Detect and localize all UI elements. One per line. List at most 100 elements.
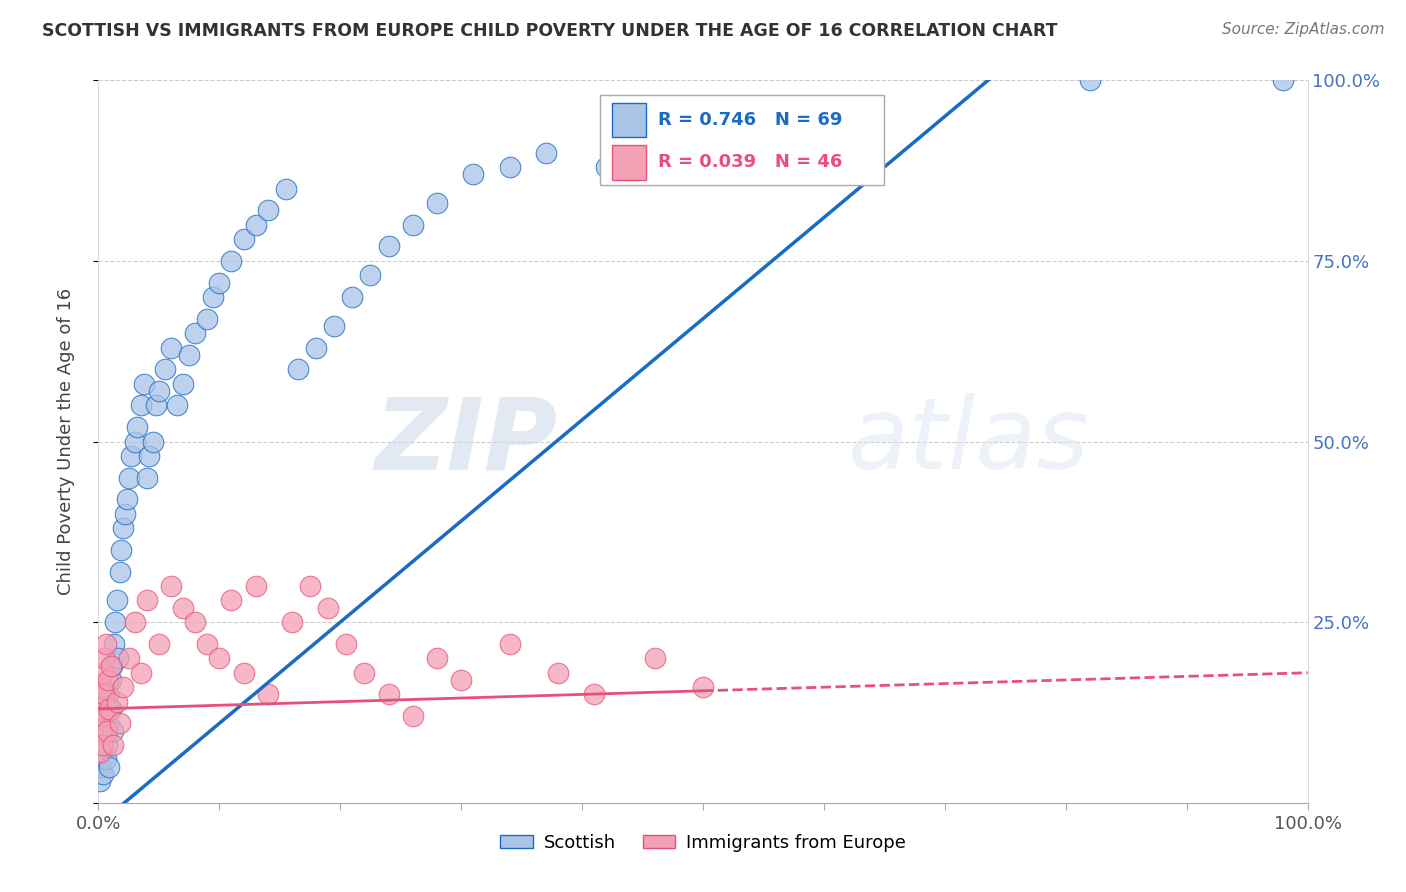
- Point: [245, 579, 267, 593]
- Point: [110, 542, 132, 557]
- Point: [108, 716, 131, 731]
- Point: [93, 709, 115, 723]
- Point: [98, 760, 121, 774]
- Point: [120, 449, 142, 463]
- Point: [89, 745, 111, 759]
- Point: [105, 593, 128, 607]
- Point: [124, 434, 146, 449]
- Point: [360, 268, 382, 283]
- Point: [129, 398, 152, 412]
- Point: [316, 600, 339, 615]
- Point: [91, 738, 114, 752]
- Point: [96, 738, 118, 752]
- Point: [94, 637, 117, 651]
- Point: [91, 723, 114, 738]
- Point: [127, 420, 149, 434]
- Point: [179, 348, 201, 362]
- Point: [129, 665, 152, 680]
- Point: [426, 651, 449, 665]
- Point: [108, 565, 131, 579]
- Point: [274, 182, 297, 196]
- Point: [138, 449, 160, 463]
- Point: [90, 738, 112, 752]
- Point: [145, 398, 167, 412]
- Point: [1272, 73, 1295, 87]
- Point: [305, 341, 328, 355]
- Point: [208, 651, 231, 665]
- Point: [91, 752, 114, 766]
- Point: [91, 680, 114, 694]
- Point: [124, 615, 146, 630]
- Point: [97, 687, 120, 701]
- Legend: Scottish, Immigrants from Europe: Scottish, Immigrants from Europe: [494, 826, 912, 859]
- Point: [583, 687, 606, 701]
- Point: [184, 326, 207, 340]
- Point: [96, 723, 118, 738]
- Point: [97, 673, 120, 687]
- Point: [114, 507, 136, 521]
- Point: [105, 695, 128, 709]
- Text: atlas: atlas: [848, 393, 1090, 490]
- Point: [135, 593, 157, 607]
- Point: [323, 318, 346, 333]
- Point: [335, 637, 357, 651]
- Point: [232, 232, 254, 246]
- Point: [498, 160, 520, 174]
- Point: [595, 160, 617, 174]
- FancyBboxPatch shape: [613, 145, 647, 180]
- Point: [426, 196, 449, 211]
- Point: [103, 637, 125, 651]
- Point: [94, 752, 117, 766]
- Point: [100, 673, 122, 687]
- Point: [93, 731, 115, 745]
- Point: [100, 658, 122, 673]
- Point: [142, 434, 165, 449]
- Point: [101, 738, 124, 752]
- Point: [281, 615, 304, 630]
- Point: [118, 651, 141, 665]
- Point: [117, 492, 139, 507]
- Point: [402, 709, 425, 723]
- Point: [1078, 73, 1101, 87]
- Point: [377, 687, 399, 701]
- Point: [90, 723, 112, 738]
- Point: [153, 362, 176, 376]
- Point: [498, 637, 520, 651]
- Point: [245, 218, 267, 232]
- Point: [655, 145, 678, 160]
- Point: [287, 362, 309, 376]
- Point: [94, 695, 117, 709]
- Point: [107, 651, 129, 665]
- Point: [299, 579, 322, 593]
- Point: [148, 384, 170, 398]
- Point: [135, 470, 157, 484]
- Point: [91, 709, 114, 723]
- Point: [160, 579, 183, 593]
- Point: [90, 760, 112, 774]
- Point: [232, 665, 254, 680]
- Point: [692, 680, 714, 694]
- Point: [463, 167, 485, 181]
- Point: [184, 615, 207, 630]
- Point: [93, 651, 115, 665]
- Point: [104, 615, 127, 630]
- Point: [195, 311, 218, 326]
- Point: [160, 341, 183, 355]
- Point: [221, 253, 243, 268]
- Point: [221, 593, 243, 607]
- Point: [353, 665, 375, 680]
- Point: [100, 702, 122, 716]
- Point: [91, 745, 114, 759]
- Point: [450, 673, 472, 687]
- Y-axis label: Child Poverty Under the Age of 16: Child Poverty Under the Age of 16: [56, 288, 75, 595]
- Point: [89, 774, 111, 789]
- Point: [256, 203, 278, 218]
- Text: R = 0.039   N = 46: R = 0.039 N = 46: [658, 153, 842, 171]
- Point: [172, 376, 194, 391]
- Text: R = 0.746   N = 69: R = 0.746 N = 69: [658, 111, 842, 129]
- Point: [93, 687, 115, 701]
- Point: [111, 521, 134, 535]
- Point: [134, 376, 156, 391]
- Point: [195, 637, 218, 651]
- Point: [90, 702, 112, 716]
